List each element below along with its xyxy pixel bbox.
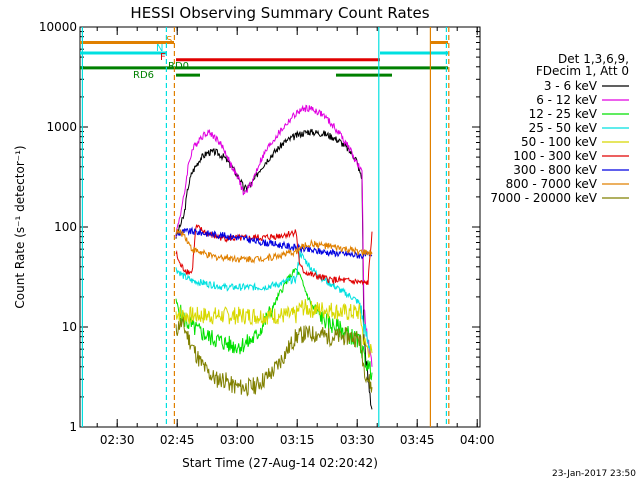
axis-ticks: 02:30 02:45 03:00 03:15 03:30 03:45 04:00 1 10 10… <box>39 20 495 447</box>
legend-header: Det 1,3,6,9, <box>558 52 629 66</box>
series-line <box>175 128 373 410</box>
series-line <box>175 226 373 260</box>
footer-timestamp: 23-Jan-2017 23:50 <box>552 469 636 479</box>
legend-entry: 7000 - 20000 keV <box>490 191 597 205</box>
x-axis-label: Start Time (27-Aug-14 02:20:42) <box>182 456 378 470</box>
y-axis-label: Count Rate (s⁻¹ detector⁻¹) <box>13 145 27 308</box>
x-tick-label: 02:30 <box>100 433 135 447</box>
y-tick-label: 10 <box>62 320 77 334</box>
annotation-label: S <box>166 35 172 46</box>
legend-entry: 300 - 800 keV <box>513 163 597 177</box>
legend-entry: 3 - 6 keV <box>544 79 598 93</box>
legend-entry: 6 - 12 keV <box>536 93 598 107</box>
x-tick-label: 03:30 <box>340 433 375 447</box>
annotation-label: N <box>156 43 163 54</box>
legend-header: FDecim 1, Att 0 <box>536 64 629 78</box>
annotation-label: RD6 <box>133 70 154 81</box>
y-tick-label: 100 <box>54 220 77 234</box>
series-line <box>175 229 373 264</box>
y-tick-label: 10000 <box>39 20 77 34</box>
x-tick-label: 04:00 <box>460 433 495 447</box>
x-tick-label: 02:45 <box>160 433 195 447</box>
annotation-label: F <box>160 52 166 63</box>
y-tick-label: 1 <box>69 420 77 434</box>
legend-entry: 12 - 25 keV <box>529 107 598 121</box>
x-tick-label: 03:45 <box>400 433 435 447</box>
legend-entry: 100 - 300 keV <box>513 149 597 163</box>
series-line <box>175 250 373 352</box>
x-tick-label: 03:00 <box>220 433 255 447</box>
x-tick-label: 03:15 <box>280 433 315 447</box>
chart-title: HESSI Observing Summary Count Rates <box>130 4 429 22</box>
series-line <box>175 316 373 397</box>
series-line <box>175 298 373 358</box>
annotation-label: RD0 <box>168 61 189 72</box>
legend-entry: 800 - 7000 keV <box>506 177 598 191</box>
status-bars <box>80 40 448 77</box>
y-tick-label: 1000 <box>46 120 77 134</box>
series-line <box>175 104 373 367</box>
data-series <box>175 104 373 410</box>
legend-entry: 50 - 100 keV <box>521 135 598 149</box>
legend-entry: 25 - 50 keV <box>529 121 598 135</box>
vertical-markers <box>81 27 450 427</box>
